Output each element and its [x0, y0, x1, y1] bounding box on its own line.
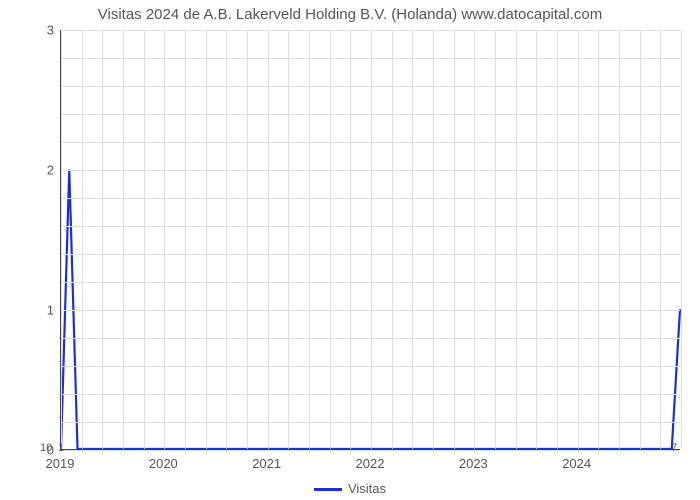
- legend-swatch: [314, 488, 342, 491]
- xtick-label: 2024: [562, 456, 591, 471]
- grid-v: [516, 30, 517, 449]
- grid-v: [226, 30, 227, 449]
- grid-v: [206, 30, 207, 449]
- grid-v: [82, 30, 83, 449]
- grid-v: [412, 30, 413, 449]
- xtick-label: 2020: [149, 456, 178, 471]
- grid-v: [598, 30, 599, 449]
- plot-area: [60, 30, 680, 450]
- grid-h: [61, 450, 680, 451]
- small-label: 7: [671, 442, 677, 454]
- grid-v: [578, 30, 579, 449]
- grid-v: [640, 30, 641, 449]
- xtick-label: 2022: [356, 456, 385, 471]
- grid-v: [350, 30, 351, 449]
- ytick-label: 1: [24, 303, 54, 318]
- grid-v: [660, 30, 661, 449]
- ytick-label: 3: [24, 23, 54, 38]
- small-label: 1: [58, 442, 64, 454]
- grid-v: [330, 30, 331, 449]
- legend-label: Visitas: [348, 481, 386, 496]
- grid-v: [102, 30, 103, 449]
- chart-title: Visitas 2024 de A.B. Lakerveld Holding B…: [0, 6, 700, 23]
- grid-v: [185, 30, 186, 449]
- legend: Visitas: [0, 481, 700, 496]
- grid-v: [371, 30, 372, 449]
- grid-v: [536, 30, 537, 449]
- grid-v: [392, 30, 393, 449]
- grid-v: [681, 30, 682, 449]
- grid-v: [495, 30, 496, 449]
- grid-v: [144, 30, 145, 449]
- grid-v: [247, 30, 248, 449]
- grid-v: [164, 30, 165, 449]
- grid-v: [123, 30, 124, 449]
- grid-v: [557, 30, 558, 449]
- xtick-label: 2021: [252, 456, 281, 471]
- grid-v: [474, 30, 475, 449]
- grid-v: [454, 30, 455, 449]
- xtick-label: 2023: [459, 456, 488, 471]
- ytick-label: 2: [24, 163, 54, 178]
- xtick-label: 2019: [46, 456, 75, 471]
- grid-v: [61, 30, 62, 449]
- grid-v: [268, 30, 269, 449]
- small-label: 10: [40, 442, 52, 454]
- grid-v: [288, 30, 289, 449]
- grid-v: [619, 30, 620, 449]
- grid-v: [309, 30, 310, 449]
- grid-v: [433, 30, 434, 449]
